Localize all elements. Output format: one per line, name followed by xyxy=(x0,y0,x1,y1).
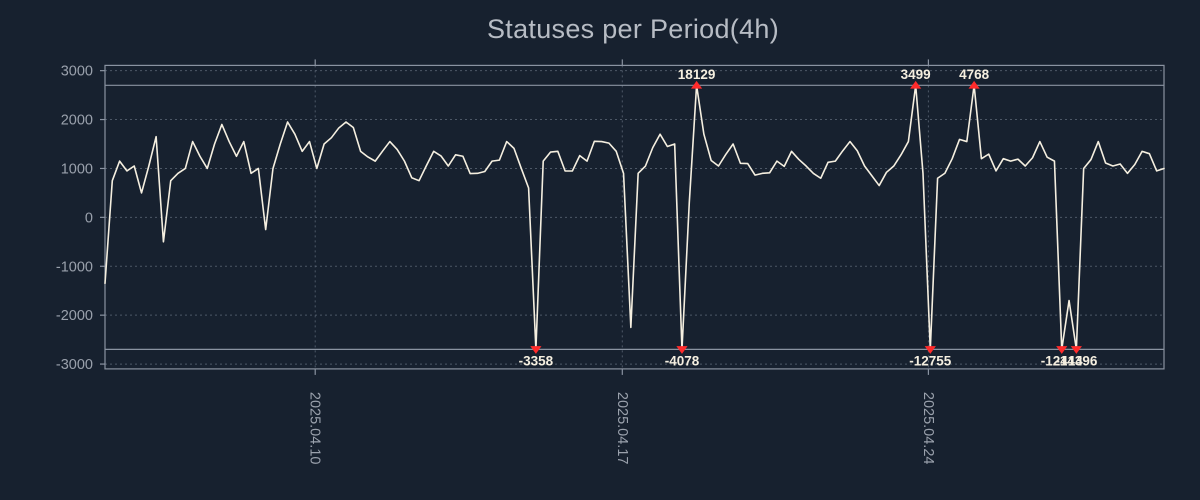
svg-text:18129: 18129 xyxy=(678,67,716,82)
svg-text:-4078: -4078 xyxy=(665,354,700,369)
svg-text:-12755: -12755 xyxy=(909,354,952,369)
svg-text:0: 0 xyxy=(85,210,93,226)
svg-text:4768: 4768 xyxy=(959,67,990,82)
svg-text:2025.04.24: 2025.04.24 xyxy=(920,392,936,465)
svg-text:1000: 1000 xyxy=(61,161,93,177)
svg-text:-3000: -3000 xyxy=(56,357,93,373)
svg-text:3000: 3000 xyxy=(61,64,93,80)
svg-text:3499: 3499 xyxy=(901,67,931,82)
svg-text:-2000: -2000 xyxy=(56,308,93,324)
svg-text:-3358: -3358 xyxy=(519,354,554,369)
svg-text:-14396: -14396 xyxy=(1055,354,1098,369)
svg-text:2025.04.17: 2025.04.17 xyxy=(614,392,630,465)
svg-text:2025.04.10: 2025.04.10 xyxy=(307,392,323,465)
svg-text:-1000: -1000 xyxy=(56,259,93,275)
svg-text:2000: 2000 xyxy=(61,113,93,129)
